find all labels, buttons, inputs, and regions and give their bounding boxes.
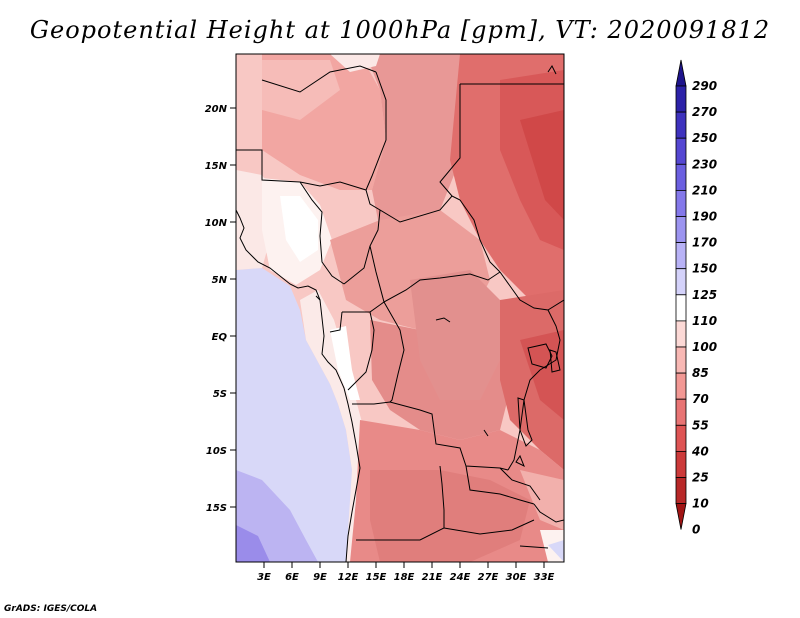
colorbar-label: 70 bbox=[692, 392, 709, 406]
colorbar-swatch bbox=[675, 450, 687, 478]
colorbar-label: 110 bbox=[692, 314, 717, 328]
field-shading bbox=[236, 54, 564, 562]
colorbar-label: 85 bbox=[692, 366, 709, 380]
lon-tick-label: 21E bbox=[422, 572, 443, 583]
lon-tick-label: 33E bbox=[534, 572, 555, 583]
colorbar-label: 100 bbox=[692, 340, 717, 354]
colorbar-swatch bbox=[675, 320, 687, 348]
colorbar-label: 150 bbox=[692, 262, 717, 276]
colorbar-label: 0 bbox=[692, 523, 700, 537]
lat-tick-label: 5S bbox=[213, 389, 227, 400]
colorbar-swatch bbox=[675, 137, 687, 165]
lat-tick-label: 15S bbox=[206, 503, 227, 514]
colorbar-swatch bbox=[675, 294, 687, 322]
lat-tick-label: 15N bbox=[205, 161, 228, 172]
colorbar-swatch bbox=[675, 163, 687, 191]
colorbar-swatch bbox=[675, 85, 687, 113]
colorbar-swatch bbox=[675, 216, 687, 244]
lat-tick-label: 20N bbox=[205, 104, 228, 115]
colorbar-label: 55 bbox=[692, 418, 709, 432]
grads-credit: GrADS: IGES/COLA bbox=[4, 604, 98, 614]
colorbar-label: 250 bbox=[692, 131, 717, 145]
colorbar-label: 125 bbox=[692, 288, 717, 302]
lon-tick-label: 3E bbox=[257, 572, 271, 583]
lat-tick-label: 10S bbox=[206, 446, 227, 457]
colorbar-arrow-bottom bbox=[675, 503, 687, 530]
chart-title: Geopotential Height at 1000hPa [gpm], VT… bbox=[29, 16, 771, 44]
lat-tick-label: EQ bbox=[212, 332, 228, 343]
colorbar-swatch bbox=[675, 111, 687, 139]
colorbar-swatch bbox=[675, 398, 687, 426]
colorbar-label: 210 bbox=[692, 183, 717, 197]
colorbar-label: 270 bbox=[692, 105, 717, 119]
coastline bbox=[236, 209, 361, 562]
colorbar-swatch bbox=[675, 424, 687, 452]
political-borders bbox=[236, 65, 564, 562]
lat-tick-label: 5N bbox=[212, 275, 228, 286]
map-frame bbox=[235, 53, 565, 563]
lon-tick-label: 24E bbox=[450, 572, 471, 583]
lon-tick-label: 9E bbox=[313, 572, 327, 583]
colorbar-swatch bbox=[675, 372, 687, 400]
colorbar-label: 290 bbox=[692, 79, 717, 93]
colorbar-label: 25 bbox=[692, 471, 709, 485]
lon-tick-label: 18E bbox=[394, 572, 415, 583]
lon-axis: 3E 6E 9E 12E 15E 18E 21E 24E 27E 30E 33E bbox=[257, 562, 555, 583]
colorbar-label: 10 bbox=[692, 497, 709, 511]
colorbar-label: 190 bbox=[692, 210, 717, 224]
colorbar: 2902702502302101901701501251101008570554… bbox=[675, 59, 717, 537]
lat-tick-label: 10N bbox=[205, 218, 228, 229]
lon-tick-label: 15E bbox=[366, 572, 387, 583]
colorbar-swatch bbox=[675, 189, 687, 217]
colorbar-label: 230 bbox=[692, 157, 717, 171]
colorbar-swatch bbox=[675, 268, 687, 296]
lat-axis: 20N 15N 10N 5N EQ 5S 10S 15S bbox=[205, 104, 236, 514]
lon-tick-label: 12E bbox=[338, 572, 359, 583]
colorbar-arrow-top bbox=[675, 59, 687, 87]
lon-tick-label: 27E bbox=[478, 572, 499, 583]
lon-tick-label: 30E bbox=[506, 572, 527, 583]
colorbar-label: 40 bbox=[691, 444, 709, 458]
colorbar-swatch bbox=[675, 477, 687, 505]
colorbar-swatch bbox=[675, 242, 687, 270]
colorbar-swatch bbox=[675, 346, 687, 374]
lon-tick-label: 6E bbox=[285, 572, 299, 583]
colorbar-label: 170 bbox=[692, 236, 717, 250]
